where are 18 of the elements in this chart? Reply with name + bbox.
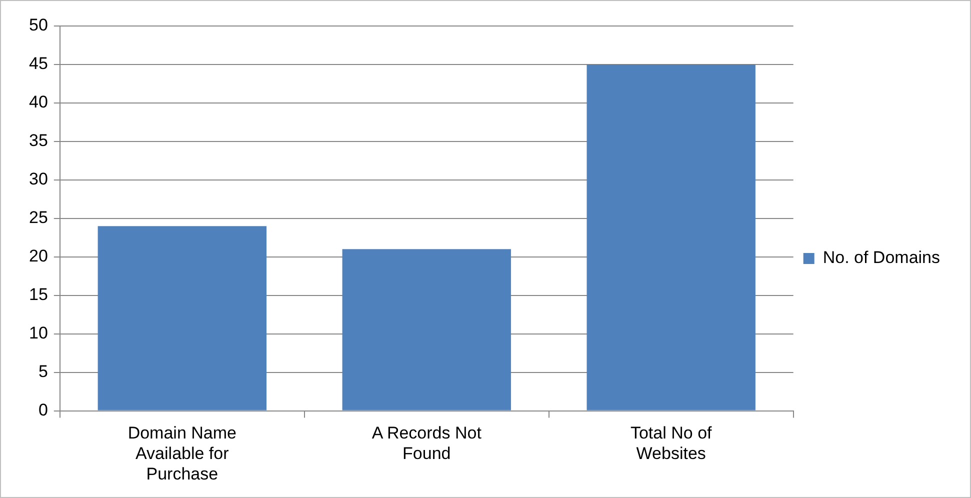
y-tick-label: 20	[28, 246, 48, 266]
y-tick-label: 30	[28, 170, 48, 189]
y-tick-label: 10	[28, 324, 48, 343]
y-tick-label: 35	[28, 131, 48, 150]
y-tick-label: 0	[38, 400, 48, 420]
x-tick-label: Domain Name Available for Purchase	[128, 424, 236, 484]
x-tick-label: A Records Not Found	[372, 424, 482, 464]
y-tick-label: 15	[28, 285, 48, 304]
y-tick-label: 25	[28, 208, 48, 228]
bar	[98, 226, 266, 410]
legend-label: No. of Domains	[822, 248, 940, 268]
y-tick-label: 40	[28, 92, 48, 112]
y-tick-label: 45	[28, 54, 48, 74]
bar	[586, 64, 756, 410]
y-tick-label: 5	[38, 362, 48, 382]
y-tick-label: 50	[28, 16, 48, 35]
bar	[342, 249, 511, 410]
x-tick-label: Total No of Websites	[630, 424, 712, 464]
